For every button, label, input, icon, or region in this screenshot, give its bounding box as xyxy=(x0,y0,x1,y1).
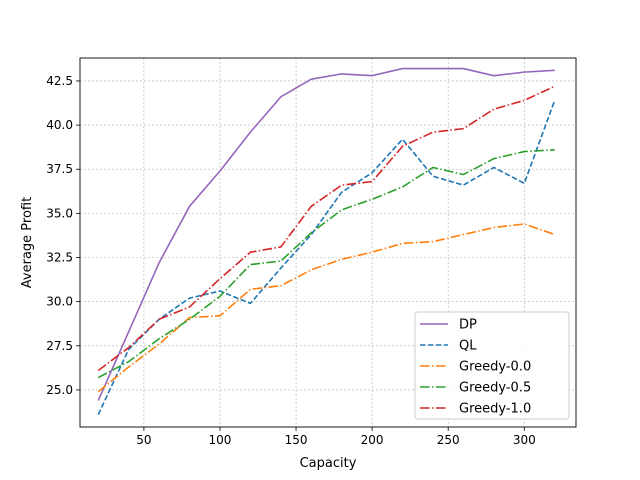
series-line-greedy-1-0 xyxy=(97,85,556,372)
legend-label: QL xyxy=(459,339,477,354)
legend-label: Greedy-1.0 xyxy=(459,402,531,417)
y-tick-label: 42.5 xyxy=(46,74,73,88)
legend-label: Greedy-0.0 xyxy=(459,360,531,375)
x-tick-label: 150 xyxy=(285,433,308,447)
plot-frame xyxy=(79,57,577,428)
series-line-ql xyxy=(97,100,556,415)
y-axis-ticks: 25.0 27.5 30.0 32.5 35.0 37.5 40.0 42.5 xyxy=(46,74,80,397)
legend-label: Greedy-0.5 xyxy=(459,381,531,396)
y-axis-label: Average Profit xyxy=(20,197,35,288)
series-line-dp xyxy=(97,67,555,401)
legend-box xyxy=(414,311,570,420)
y-tick-label: 35.0 xyxy=(46,206,73,220)
x-axis-ticks: 50 100 150 200 250 300 xyxy=(136,427,536,447)
series-line-greedy-0-5 xyxy=(97,149,555,379)
x-tick-label: 200 xyxy=(361,433,384,447)
y-tick-label: 25.0 xyxy=(46,383,73,397)
x-tick-label: 50 xyxy=(136,433,151,447)
y-tick-label: 40.0 xyxy=(46,118,73,132)
series-line-greedy-0-0 xyxy=(97,223,555,393)
series-lines xyxy=(97,67,556,415)
x-tick-label: 300 xyxy=(513,433,536,447)
x-tick-label: 100 xyxy=(209,433,232,447)
x-tick-label: 250 xyxy=(437,433,460,447)
y-tick-label: 27.5 xyxy=(46,339,73,353)
legend-label: DP xyxy=(459,318,477,333)
legend: DP QL Greedy-0.0 Greedy-0.5 Greedy-1.0 xyxy=(414,311,570,420)
grid xyxy=(80,58,576,427)
x-axis-label: Capacity xyxy=(300,456,357,471)
y-tick-label: 37.5 xyxy=(46,162,73,176)
y-tick-label: 32.5 xyxy=(46,251,73,265)
y-tick-label: 30.0 xyxy=(46,295,73,309)
